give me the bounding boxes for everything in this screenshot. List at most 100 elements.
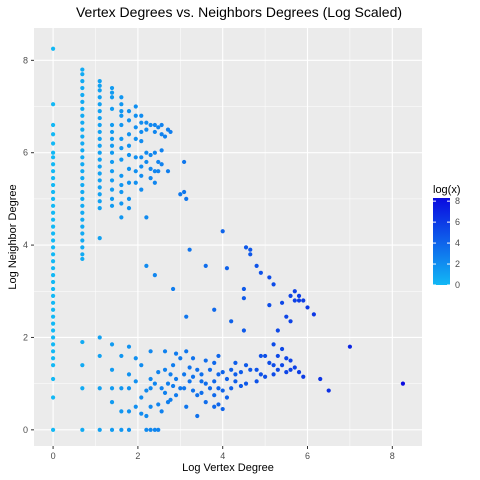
data-point — [184, 349, 189, 354]
data-point — [241, 328, 247, 333]
data-point — [139, 120, 144, 125]
data-point — [168, 397, 173, 402]
data-point — [182, 372, 187, 377]
data-point — [148, 152, 153, 158]
data-point — [139, 113, 144, 118]
data-point — [139, 411, 144, 416]
data-point — [144, 150, 149, 155]
data-point — [109, 427, 115, 432]
data-point — [80, 203, 85, 208]
data-point — [271, 372, 276, 377]
data-point — [50, 169, 56, 174]
data-point — [109, 95, 115, 100]
data-point — [305, 305, 310, 310]
data-point — [275, 367, 280, 372]
data-point — [216, 386, 221, 391]
data-point — [126, 206, 132, 211]
data-point — [199, 390, 204, 395]
data-point — [182, 159, 187, 165]
data-point — [50, 155, 56, 160]
data-point — [97, 185, 102, 190]
data-point — [159, 132, 164, 137]
data-point — [224, 376, 230, 382]
data-point — [144, 427, 149, 432]
data-point — [238, 369, 244, 375]
data-point — [139, 164, 144, 169]
data-point — [50, 328, 56, 333]
data-point — [97, 129, 102, 135]
data-point — [97, 206, 102, 211]
data-point — [126, 166, 132, 171]
data-point — [50, 266, 56, 271]
data-point — [187, 365, 192, 370]
data-point — [119, 173, 124, 178]
data-point — [50, 46, 56, 51]
data-point — [292, 298, 297, 303]
data-point — [80, 92, 85, 98]
data-point — [165, 169, 171, 174]
data-point — [258, 353, 263, 359]
data-point — [148, 176, 153, 181]
data-point — [173, 351, 179, 356]
data-point — [119, 95, 124, 100]
data-point — [275, 328, 280, 333]
data-point — [119, 427, 124, 432]
data-point — [156, 159, 161, 165]
data-point — [80, 210, 85, 215]
data-point — [126, 427, 132, 432]
data-point — [80, 79, 85, 84]
data-point — [50, 217, 56, 222]
data-point — [80, 120, 85, 125]
data-point — [156, 427, 161, 432]
data-point — [126, 180, 132, 185]
data-point — [267, 303, 272, 308]
data-point — [80, 67, 85, 72]
data-point — [50, 245, 56, 250]
data-point — [109, 143, 115, 148]
data-point — [190, 356, 196, 361]
grid-lines — [34, 28, 422, 446]
data-point — [119, 353, 124, 359]
data-point — [144, 413, 149, 419]
data-point — [267, 275, 272, 280]
data-point — [156, 369, 161, 375]
data-point — [182, 189, 187, 195]
data-point — [207, 386, 213, 391]
data-point — [133, 404, 138, 409]
data-point — [80, 217, 85, 222]
data-point — [159, 409, 164, 414]
data-point — [50, 141, 56, 146]
data-point — [144, 120, 149, 125]
data-point — [229, 319, 234, 324]
data-point — [152, 122, 157, 128]
data-point — [80, 224, 85, 229]
data-point — [97, 102, 102, 107]
data-point — [133, 180, 138, 185]
data-point — [50, 210, 56, 215]
data-point — [50, 363, 56, 368]
plot-panel — [34, 28, 422, 446]
data-point — [152, 150, 157, 155]
x-tick-label: 8 — [390, 451, 395, 461]
data-point — [311, 312, 316, 317]
data-point — [80, 162, 85, 167]
data-point — [220, 406, 225, 412]
data-point — [241, 286, 247, 292]
data-point — [178, 386, 183, 391]
data-point — [248, 252, 253, 257]
y-axis-ticks: 0 2 4 6 8 — [23, 55, 34, 435]
data-point — [224, 395, 230, 400]
data-point — [109, 196, 115, 201]
data-point — [144, 215, 149, 220]
data-point — [50, 279, 56, 285]
data-point — [212, 360, 217, 365]
data-point — [109, 400, 115, 405]
data-point — [203, 381, 208, 386]
data-point — [133, 125, 138, 130]
data-point — [119, 122, 124, 128]
data-point — [156, 169, 161, 174]
data-point — [50, 189, 56, 195]
data-point — [109, 169, 115, 174]
data-point — [50, 162, 56, 167]
data-point — [168, 372, 173, 377]
